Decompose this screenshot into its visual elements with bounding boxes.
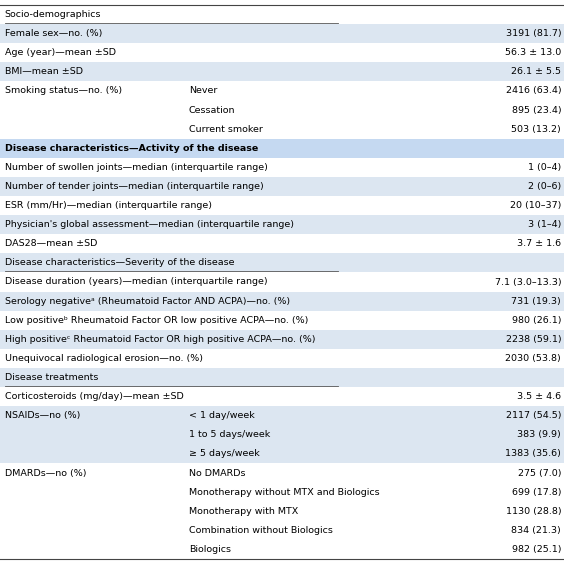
Bar [0, 387, 564, 406]
Text: Physician's global assessment—median (interquartile range): Physician's global assessment—median (in… [5, 220, 293, 229]
Bar [0, 62, 564, 81]
Text: NSAIDs—no (%): NSAIDs—no (%) [5, 411, 80, 420]
Text: 7.1 (3.0–13.3): 7.1 (3.0–13.3) [495, 277, 561, 287]
Text: 26.1 ± 5.5: 26.1 ± 5.5 [511, 67, 561, 76]
Text: ESR (mm/Hr)—median (interquartile range): ESR (mm/Hr)—median (interquartile range) [5, 201, 212, 210]
Text: 834 (21.3): 834 (21.3) [512, 526, 561, 535]
Text: 1 (0–4): 1 (0–4) [528, 163, 561, 172]
Text: 1130 (28.8): 1130 (28.8) [505, 506, 561, 515]
Text: 1 to 5 days/week: 1 to 5 days/week [189, 430, 270, 439]
Bar [0, 120, 564, 139]
Text: 2416 (63.4): 2416 (63.4) [505, 86, 561, 95]
Bar [0, 311, 564, 330]
Text: 1383 (35.6): 1383 (35.6) [505, 450, 561, 459]
Text: 3191 (81.7): 3191 (81.7) [505, 29, 561, 38]
Text: Number of tender joints—median (interquartile range): Number of tender joints—median (interqua… [5, 182, 263, 191]
Bar [0, 330, 564, 349]
Bar [0, 272, 564, 292]
Text: Female sex—no. (%): Female sex—no. (%) [5, 29, 102, 38]
Bar [0, 43, 564, 62]
Bar [0, 158, 564, 177]
Bar [0, 521, 564, 540]
Text: DMARDs—no (%): DMARDs—no (%) [5, 469, 86, 478]
Text: Smoking status—no. (%): Smoking status—no. (%) [5, 86, 122, 95]
Text: 2117 (54.5): 2117 (54.5) [506, 411, 561, 420]
Bar [0, 406, 564, 425]
Bar [0, 483, 564, 502]
Text: Serology negativeᵃ (Rheumatoid Factor AND ACPA)—no. (%): Serology negativeᵃ (Rheumatoid Factor AN… [5, 297, 290, 306]
Text: Monotherapy with MTX: Monotherapy with MTX [189, 506, 298, 515]
Bar [0, 24, 564, 43]
Text: Low positiveᵇ Rheumatoid Factor OR low positive ACPA—no. (%): Low positiveᵇ Rheumatoid Factor OR low p… [5, 316, 308, 325]
Text: Cessation: Cessation [189, 105, 235, 114]
Text: Age (year)—mean ±SD: Age (year)—mean ±SD [5, 49, 116, 58]
Bar [0, 215, 564, 234]
Text: 3.7 ± 1.6: 3.7 ± 1.6 [517, 239, 561, 248]
Bar [0, 177, 564, 196]
Text: 20 (10–37): 20 (10–37) [510, 201, 561, 210]
Text: 503 (13.2): 503 (13.2) [512, 125, 561, 134]
Text: Number of swollen joints—median (interquartile range): Number of swollen joints—median (interqu… [5, 163, 267, 172]
Text: DAS28—mean ±SD: DAS28—mean ±SD [5, 239, 97, 248]
Text: Disease treatments: Disease treatments [5, 373, 98, 382]
Text: Unequivocal radiological erosion—no. (%): Unequivocal radiological erosion—no. (%) [5, 354, 202, 363]
Text: < 1 day/week: < 1 day/week [189, 411, 255, 420]
Text: 895 (23.4): 895 (23.4) [512, 105, 561, 114]
Text: 2238 (59.1): 2238 (59.1) [505, 335, 561, 344]
Text: Biologics: Biologics [189, 545, 231, 554]
Bar [0, 81, 564, 100]
Text: Disease duration (years)—median (interquartile range): Disease duration (years)—median (interqu… [5, 277, 267, 287]
Text: Monotherapy without MTX and Biologics: Monotherapy without MTX and Biologics [189, 488, 380, 497]
Bar [0, 253, 564, 272]
Text: Disease characteristics—Severity of the disease: Disease characteristics—Severity of the … [5, 258, 234, 267]
Text: Corticosteroids (mg/day)—mean ±SD: Corticosteroids (mg/day)—mean ±SD [5, 392, 183, 401]
Text: 699 (17.8): 699 (17.8) [512, 488, 561, 497]
Text: 731 (19.3): 731 (19.3) [512, 297, 561, 306]
Text: No DMARDs: No DMARDs [189, 469, 245, 478]
Text: 3.5 ± 4.6: 3.5 ± 4.6 [517, 392, 561, 401]
Bar [0, 349, 564, 368]
Bar [0, 425, 564, 444]
Text: High positiveᶜ Rheumatoid Factor OR high positive ACPA—no. (%): High positiveᶜ Rheumatoid Factor OR high… [5, 335, 315, 344]
Bar [0, 139, 564, 158]
Text: 383 (9.9): 383 (9.9) [517, 430, 561, 439]
Text: Socio-demographics: Socio-demographics [5, 10, 101, 19]
Text: 2030 (53.8): 2030 (53.8) [505, 354, 561, 363]
Bar [0, 540, 564, 559]
Bar [0, 234, 564, 253]
Text: Current smoker: Current smoker [189, 125, 263, 134]
Bar [0, 444, 564, 464]
Bar [0, 368, 564, 387]
Text: 275 (7.0): 275 (7.0) [518, 469, 561, 478]
Bar [0, 5, 564, 24]
Text: BMI—mean ±SD: BMI—mean ±SD [5, 67, 82, 76]
Bar [0, 292, 564, 311]
Text: Combination without Biologics: Combination without Biologics [189, 526, 333, 535]
Text: 56.3 ± 13.0: 56.3 ± 13.0 [505, 49, 561, 58]
Text: 2 (0–6): 2 (0–6) [528, 182, 561, 191]
Bar [0, 502, 564, 521]
Text: 982 (25.1): 982 (25.1) [512, 545, 561, 554]
Text: ≥ 5 days/week: ≥ 5 days/week [189, 450, 259, 459]
Text: Never: Never [189, 86, 217, 95]
Bar [0, 196, 564, 215]
Text: 3 (1–4): 3 (1–4) [528, 220, 561, 229]
Bar [0, 100, 564, 120]
Text: 980 (26.1): 980 (26.1) [512, 316, 561, 325]
Bar [0, 464, 564, 483]
Text: Disease characteristics—Activity of the disease: Disease characteristics—Activity of the … [5, 144, 258, 153]
